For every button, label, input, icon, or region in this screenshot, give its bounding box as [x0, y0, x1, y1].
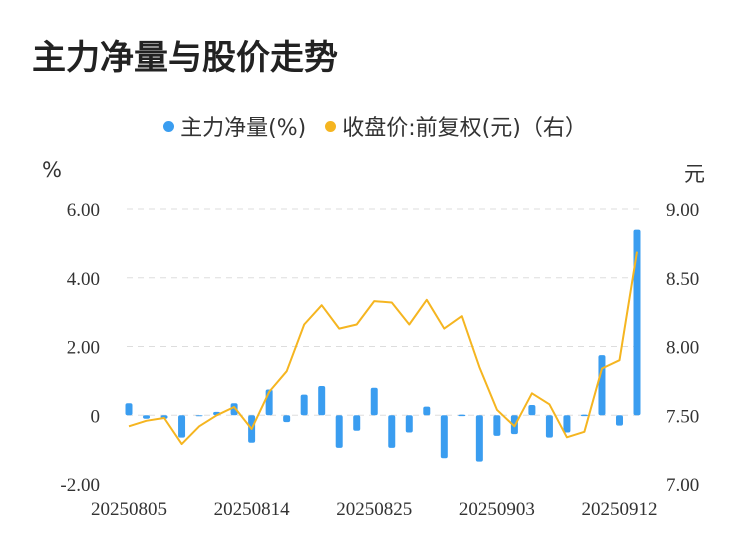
- legend-line-marker: [325, 120, 337, 132]
- x-tick-label: 20250825: [336, 499, 412, 520]
- x-tick-label: 20250814: [214, 499, 291, 520]
- y-left-tick-label: 6.00: [67, 200, 100, 221]
- bar: [633, 229, 641, 416]
- x-tick-label: 20250903: [459, 499, 535, 520]
- bar: [370, 387, 378, 416]
- bar: [143, 415, 151, 419]
- bar: [125, 403, 133, 416]
- y-right-tick-label: 7.50: [666, 406, 699, 427]
- bar: [335, 415, 343, 448]
- bar: [405, 415, 413, 433]
- y-left-tick-label: 4.00: [67, 269, 100, 290]
- right-axis-unit: 元: [684, 162, 705, 186]
- y-right-tick-label: 8.50: [666, 269, 699, 290]
- legend: 主力净量(%) 收盘价:前复权(元)（右）: [0, 110, 750, 142]
- bar: [195, 415, 203, 417]
- y-left-tick-label: -2.00: [60, 475, 100, 496]
- bar: [598, 355, 606, 416]
- bar: [615, 415, 623, 426]
- bar: [388, 415, 396, 448]
- bar: [545, 415, 553, 438]
- legend-item-close-price[interactable]: 收盘价:前复权(元)（右）: [325, 110, 587, 142]
- left-axis-unit: %: [42, 158, 62, 182]
- bar: [440, 415, 448, 459]
- chart-title: 主力净量与股价走势: [32, 38, 338, 78]
- bar: [475, 415, 483, 462]
- bar: [423, 406, 431, 416]
- y-right-tick-label: 7.00: [666, 475, 699, 496]
- legend-bar-marker: [163, 120, 175, 132]
- y-right-tick-label: 9.00: [666, 200, 699, 221]
- close-price-line: [128, 251, 638, 446]
- bar: [528, 404, 536, 416]
- bar: [458, 414, 466, 417]
- legend-label-close-price: 收盘价:前复权(元)（右）: [342, 116, 587, 141]
- legend-item-net-flow[interactable]: 主力净量(%): [163, 110, 306, 142]
- x-tick-label: 20250805: [91, 499, 167, 520]
- bar: [318, 386, 326, 416]
- legend-label-net-flow: 主力净量(%): [180, 116, 307, 141]
- bar: [580, 414, 588, 417]
- bar: [300, 394, 308, 416]
- bar: [493, 415, 501, 436]
- bar: [563, 415, 571, 433]
- bar: [353, 415, 361, 431]
- y-left-tick-label: 0: [91, 406, 101, 427]
- bar: [230, 403, 238, 416]
- bar: [178, 415, 186, 438]
- x-tick-label: 20250912: [581, 499, 657, 520]
- y-right-tick-label: 8.00: [666, 338, 699, 359]
- bar: [283, 415, 291, 423]
- y-left-tick-label: 2.00: [67, 338, 100, 359]
